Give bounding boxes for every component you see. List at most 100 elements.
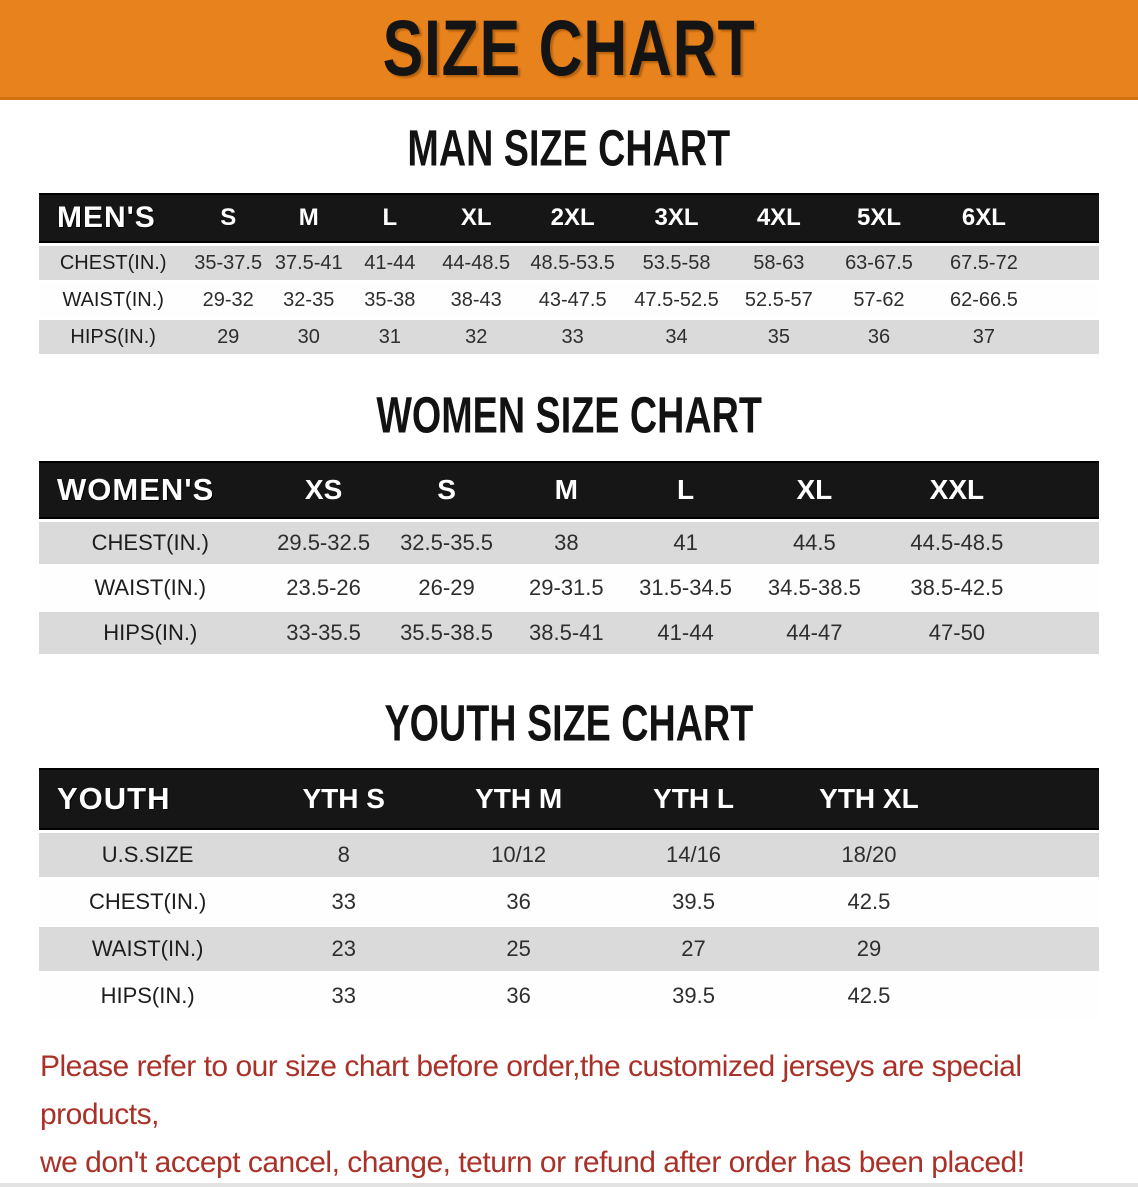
empty-cell bbox=[1038, 283, 1099, 318]
size-value-cell: 31 bbox=[348, 320, 432, 355]
size-value-cell: 39.5 bbox=[606, 879, 781, 924]
row-label: WAIST(IN.) bbox=[39, 283, 188, 318]
size-value-cell: 29.5-32.5 bbox=[261, 521, 386, 564]
men-size-table: MEN'S S M L XL 2XL 3XL 4XL 5XL 6XL CHEST(IN.) 35-37… bbox=[39, 190, 1099, 357]
size-value-cell: 29 bbox=[780, 926, 957, 971]
empty-header-cell bbox=[1038, 193, 1099, 244]
size-value-cell: 67.5-72 bbox=[929, 246, 1039, 281]
size-value-cell: 38.5-41 bbox=[507, 611, 626, 654]
size-value-cell: 57-62 bbox=[828, 283, 930, 318]
size-column-header: 3XL bbox=[624, 193, 730, 244]
row-label: CHEST(IN.) bbox=[39, 521, 262, 564]
size-value-cell: 29-32 bbox=[187, 283, 269, 318]
size-value-cell: 53.5-58 bbox=[624, 246, 730, 281]
size-value-cell: 37.5-41 bbox=[269, 246, 349, 281]
size-value-cell: 41-44 bbox=[625, 611, 746, 654]
size-value-cell: 35 bbox=[729, 320, 829, 355]
empty-cell bbox=[956, 973, 1099, 1018]
size-column-header: XXL bbox=[882, 460, 1032, 519]
size-column-header: YTH XL bbox=[780, 767, 957, 830]
size-value-cell: 26-29 bbox=[385, 566, 508, 609]
size-value-cell: 36 bbox=[431, 973, 607, 1018]
row-label: U.S.SIZE bbox=[39, 832, 257, 877]
size-value-cell: 31.5-34.5 bbox=[625, 566, 746, 609]
empty-header-cell bbox=[1031, 460, 1099, 519]
empty-cell bbox=[956, 926, 1099, 971]
size-value-cell: 44-48.5 bbox=[431, 246, 522, 281]
empty-cell bbox=[1038, 320, 1099, 355]
row-label: HIPS(IN.) bbox=[39, 611, 262, 654]
women-section-heading-text: WOMEN SIZE CHART bbox=[376, 386, 762, 444]
size-value-cell: 30 bbox=[269, 320, 349, 355]
size-value-cell: 47-50 bbox=[882, 611, 1032, 654]
size-value-cell: 52.5-57 bbox=[729, 283, 829, 318]
size-column-header: L bbox=[625, 460, 746, 519]
row-label: CHEST(IN.) bbox=[39, 879, 257, 924]
youth-section-heading-text: YOUTH SIZE CHART bbox=[384, 693, 754, 752]
size-column-header: XL bbox=[431, 193, 522, 244]
size-value-cell: 63-67.5 bbox=[828, 246, 930, 281]
size-column-header: 6XL bbox=[929, 193, 1039, 244]
size-value-cell: 41-44 bbox=[348, 246, 432, 281]
size-value-cell: 42.5 bbox=[780, 973, 957, 1018]
youth-size-table: YOUTH YTH S YTH M YTH L YTH XL U.S.SIZE 8 10/12… bbox=[39, 765, 1099, 1021]
size-value-cell: 10/12 bbox=[431, 832, 607, 877]
size-value-cell: 42.5 bbox=[780, 879, 957, 924]
size-column-header: XS bbox=[261, 460, 386, 519]
table-row: CHEST(IN.) 35-37.5 37.5-41 41-44 44-48.5 48.5… bbox=[39, 246, 1099, 281]
size-column-header: YTH M bbox=[431, 767, 607, 830]
empty-cell bbox=[956, 832, 1099, 877]
size-value-cell: 35-38 bbox=[348, 283, 432, 318]
size-value-cell: 35-37.5 bbox=[187, 246, 269, 281]
notice-line-2: we don't accept cancel, change, teturn o… bbox=[40, 1145, 1025, 1179]
size-value-cell: 29 bbox=[187, 320, 269, 355]
size-value-cell: 38-43 bbox=[431, 283, 522, 318]
size-value-cell: 44.5 bbox=[745, 521, 883, 564]
header-row: WOMEN'S XS S M L XL XXL bbox=[39, 460, 1099, 519]
table-row: WAIST(IN.) 29-32 32-35 35-38 38-43 43-47.5 47.… bbox=[39, 283, 1099, 318]
size-value-cell: 29-31.5 bbox=[507, 566, 626, 609]
size-value-cell: 62-66.5 bbox=[929, 283, 1039, 318]
size-value-cell: 8 bbox=[256, 832, 432, 877]
size-value-cell: 14/16 bbox=[606, 832, 781, 877]
size-value-cell: 48.5-53.5 bbox=[521, 246, 625, 281]
table-title-cell: MEN'S bbox=[39, 193, 188, 244]
row-label: WAIST(IN.) bbox=[39, 926, 257, 971]
size-value-cell: 38 bbox=[507, 521, 626, 564]
banner-title: SIZE CHART bbox=[382, 4, 756, 93]
table-row: CHEST(IN.) 33 36 39.5 42.5 bbox=[39, 879, 1099, 924]
size-value-cell: 32 bbox=[431, 320, 522, 355]
men-section-heading-text: MAN SIZE CHART bbox=[407, 119, 731, 177]
size-value-cell: 33 bbox=[521, 320, 625, 355]
size-column-header: YTH L bbox=[606, 767, 781, 830]
size-column-header: YTH S bbox=[256, 767, 432, 830]
size-value-cell: 32-35 bbox=[269, 283, 349, 318]
size-value-cell: 36 bbox=[431, 879, 607, 924]
size-value-cell: 23 bbox=[256, 926, 432, 971]
size-value-cell: 47.5-52.5 bbox=[624, 283, 730, 318]
empty-header-cell bbox=[956, 767, 1099, 830]
men-section: MAN SIZE CHART MEN'S S M L XL 2XL 3XL 4XL 5XL 6XL… bbox=[0, 119, 1138, 357]
row-label: HIPS(IN.) bbox=[39, 973, 257, 1018]
table-row: HIPS(IN.) 33-35.5 35.5-38.5 38.5-41 41-44 44-… bbox=[39, 611, 1099, 654]
row-label: WAIST(IN.) bbox=[39, 566, 262, 609]
size-column-header: XL bbox=[745, 460, 883, 519]
banner: SIZE CHART bbox=[0, 0, 1138, 100]
empty-cell bbox=[1031, 521, 1099, 564]
size-value-cell: 44.5-48.5 bbox=[882, 521, 1032, 564]
empty-cell bbox=[1038, 246, 1099, 281]
youth-section: YOUTH SIZE CHART YOUTH YTH S YTH M YTH L YTH… bbox=[0, 693, 1138, 1021]
size-column-header: 4XL bbox=[729, 193, 829, 244]
size-column-header: 2XL bbox=[521, 193, 625, 244]
empty-cell bbox=[1031, 566, 1099, 609]
youth-section-heading: YOUTH SIZE CHART bbox=[0, 693, 1138, 752]
size-value-cell: 33-35.5 bbox=[261, 611, 386, 654]
size-value-cell: 23.5-26 bbox=[261, 566, 386, 609]
row-label: CHEST(IN.) bbox=[39, 246, 188, 281]
size-value-cell: 44-47 bbox=[745, 611, 883, 654]
size-value-cell: 39.5 bbox=[606, 973, 781, 1018]
women-size-table: WOMEN'S XS S M L XL XXL CHEST(IN.) 29.5-32.5 32.5… bbox=[39, 458, 1099, 657]
size-value-cell: 25 bbox=[431, 926, 607, 971]
women-section-heading: WOMEN SIZE CHART bbox=[0, 386, 1138, 444]
